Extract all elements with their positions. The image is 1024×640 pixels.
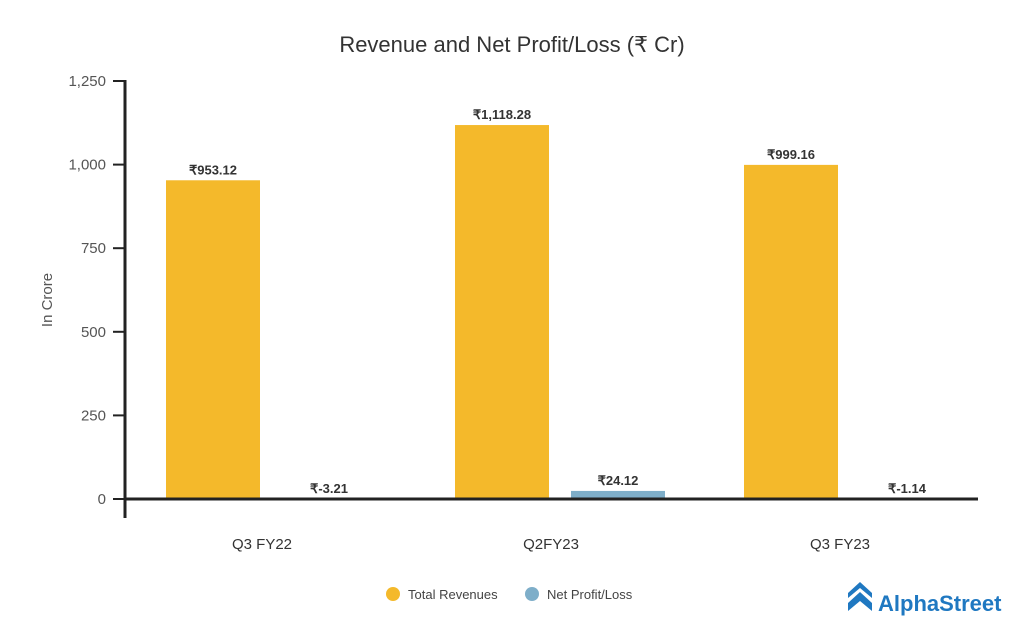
legend: Total Revenues Net Profit/Loss bbox=[386, 587, 633, 602]
logo-chevron-icon bbox=[848, 582, 872, 611]
data-label: ₹999.16 bbox=[767, 147, 815, 162]
y-tick-label: 750 bbox=[81, 240, 106, 257]
legend-swatch-total-revenues bbox=[386, 587, 400, 601]
data-label: ₹1,118.28 bbox=[473, 107, 531, 122]
x-category-label: Q3 FY22 bbox=[232, 536, 292, 553]
data-label: ₹953.12 bbox=[189, 162, 237, 177]
data-label: ₹-3.21 bbox=[310, 481, 348, 496]
y-tick-label: 1,000 bbox=[68, 157, 106, 174]
bar-total-revenues bbox=[744, 164, 838, 499]
y-tick-label: 0 bbox=[98, 491, 106, 508]
data-label: ₹-1.14 bbox=[888, 481, 927, 496]
x-category-label: Q2FY23 bbox=[523, 536, 579, 553]
legend-swatch-net-profit bbox=[525, 587, 539, 601]
y-axis-label: In Crore bbox=[39, 273, 56, 327]
y-tick-label: 500 bbox=[81, 324, 106, 341]
x-category-label: Q3 FY23 bbox=[810, 536, 870, 553]
brand-name: AlphaStreet bbox=[878, 591, 1002, 616]
legend-label-net-profit: Net Profit/Loss bbox=[547, 587, 633, 602]
alphastreet-logo: AlphaStreet bbox=[848, 582, 1002, 616]
legend-label-total-revenues: Total Revenues bbox=[408, 587, 498, 602]
data-label: ₹24.12 bbox=[598, 473, 639, 488]
y-tick-label: 250 bbox=[81, 407, 106, 424]
bar-total-revenues bbox=[166, 180, 260, 499]
chart-title: Revenue and Net Profit/Loss (₹ Cr) bbox=[339, 32, 684, 57]
bar-total-revenues bbox=[455, 125, 549, 499]
bar-net-profit bbox=[571, 490, 665, 499]
y-tick-label: 1,250 bbox=[68, 73, 106, 90]
